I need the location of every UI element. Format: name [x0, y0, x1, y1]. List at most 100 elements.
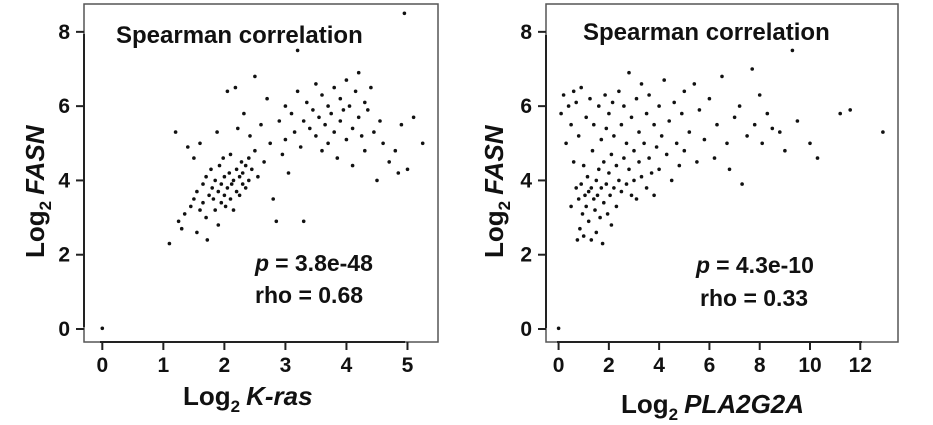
data-point-pla2g2a-32	[593, 208, 597, 212]
y-axis-prefix-kras: Log	[20, 210, 50, 258]
y-axis-sub-kras: 2	[36, 201, 55, 210]
data-point-kras-90	[326, 141, 330, 146]
data-point-kras-48	[237, 193, 242, 198]
data-point-kras-39	[228, 152, 233, 157]
x-tick-label-pla2g2a-6: 6	[704, 354, 716, 377]
data-point-kras-17	[204, 215, 208, 220]
data-point-pla2g2a-20	[583, 193, 587, 198]
y-axis-title-pla2g2a: Log2 FASN	[479, 124, 514, 258]
data-point-kras-86	[320, 148, 324, 153]
data-point-pla2g2a-43	[602, 200, 606, 205]
data-point-kras-77	[298, 145, 303, 149]
x-tick-label-pla2g2a-4: 4	[653, 354, 665, 377]
data-point-pla2g2a-18	[581, 163, 586, 168]
data-point-pla2g2a-46	[604, 126, 609, 131]
data-point-pla2g2a-19	[581, 234, 586, 238]
data-point-kras-93	[332, 130, 337, 134]
data-point-pla2g2a-6	[569, 122, 573, 127]
data-point-pla2g2a-24	[586, 219, 591, 224]
data-point-pla2g2a-67	[627, 70, 631, 75]
data-point-pla2g2a-114	[745, 134, 749, 138]
data-point-kras-63	[262, 160, 266, 164]
data-point-kras-114	[381, 141, 385, 146]
data-point-kras-55	[247, 156, 251, 160]
data-point-pla2g2a-116	[752, 122, 757, 127]
data-point-kras-106	[359, 134, 364, 138]
data-point-kras-115	[387, 160, 392, 164]
data-point-pla2g2a-60	[619, 122, 624, 127]
data-point-pla2g2a-96	[677, 163, 682, 168]
data-point-pla2g2a-125	[808, 141, 812, 146]
data-point-kras-91	[329, 111, 334, 116]
data-point-pla2g2a-119	[765, 111, 770, 116]
data-point-kras-80	[305, 100, 309, 105]
data-point-kras-30	[219, 182, 224, 186]
data-point-pla2g2a-122	[783, 148, 787, 153]
data-point-pla2g2a-87	[657, 104, 661, 108]
data-point-pla2g2a-1	[559, 111, 563, 116]
data-point-pla2g2a-5	[569, 204, 573, 209]
data-point-pla2g2a-39	[599, 186, 604, 190]
data-point-pla2g2a-58	[617, 89, 621, 94]
data-point-pla2g2a-30	[592, 197, 596, 201]
p-symbol-pla2g2a: p	[695, 252, 710, 278]
data-point-kras-61	[256, 174, 260, 179]
data-point-kras-102	[350, 163, 355, 168]
data-point-kras-22	[211, 197, 216, 201]
data-point-kras-56	[247, 178, 251, 183]
data-point-kras-75	[295, 48, 300, 53]
rho-label-kras: rho = 0.68	[255, 282, 363, 308]
data-point-kras-29	[219, 200, 224, 205]
data-point-kras-26	[216, 189, 221, 194]
data-point-kras-51	[240, 171, 245, 175]
data-point-pla2g2a-101	[692, 82, 697, 86]
x-ticks-pla2g2a: 0 2 4 6 8 10 12	[553, 342, 872, 377]
y-tick-label-kras-8: 8	[58, 21, 70, 44]
data-point-kras-49	[239, 160, 244, 164]
data-point-kras-104	[356, 115, 361, 120]
data-point-pla2g2a-9	[574, 186, 578, 190]
data-point-kras-8	[192, 197, 196, 201]
points-pla2g2a	[556, 48, 885, 331]
data-point-pla2g2a-88	[657, 167, 661, 172]
data-point-pla2g2a-49	[607, 111, 611, 116]
p-value-pla2g2a: = 4.3e-10	[716, 252, 814, 278]
data-point-pla2g2a-118	[760, 141, 764, 146]
data-point-kras-40	[229, 182, 234, 186]
data-point-pla2g2a-94	[672, 100, 676, 105]
data-point-pla2g2a-41	[600, 241, 605, 246]
data-point-kras-73	[289, 111, 294, 116]
data-point-kras-19	[207, 193, 211, 198]
data-point-kras-66	[271, 197, 276, 201]
data-point-pla2g2a-37	[597, 167, 601, 172]
data-point-pla2g2a-85	[652, 193, 656, 198]
data-point-pla2g2a-57	[614, 204, 619, 209]
data-point-pla2g2a-3	[564, 141, 568, 146]
data-point-pla2g2a-113	[740, 182, 744, 186]
data-point-kras-33	[222, 174, 227, 179]
x-tick-label-kras-4: 4	[341, 354, 353, 377]
data-point-kras-76	[295, 89, 300, 94]
data-point-kras-87	[320, 93, 324, 97]
data-point-kras-92	[332, 85, 337, 90]
panel-pla2g2a: Spearman correlation p = 4.3e-10 rho = 0.…	[479, 3, 899, 424]
data-point-kras-47	[237, 174, 242, 179]
data-point-pla2g2a-45	[604, 182, 609, 186]
y-tick-label-kras-6: 6	[58, 95, 70, 118]
data-point-pla2g2a-62	[622, 156, 626, 160]
data-point-pla2g2a-97	[680, 111, 684, 116]
data-point-kras-24	[213, 208, 217, 212]
data-point-kras-64	[265, 96, 269, 101]
data-point-pla2g2a-126	[815, 156, 820, 160]
data-point-kras-37	[227, 171, 232, 175]
data-point-pla2g2a-128	[848, 108, 852, 112]
data-point-pla2g2a-17	[580, 212, 585, 216]
data-point-kras-38	[228, 197, 233, 201]
data-point-pla2g2a-111	[732, 115, 737, 120]
data-point-kras-42	[231, 208, 236, 212]
x-tick-label-pla2g2a-10: 10	[798, 354, 821, 377]
data-point-pla2g2a-82	[647, 93, 651, 97]
data-point-kras-16	[204, 174, 208, 179]
data-point-pla2g2a-105	[707, 96, 712, 101]
